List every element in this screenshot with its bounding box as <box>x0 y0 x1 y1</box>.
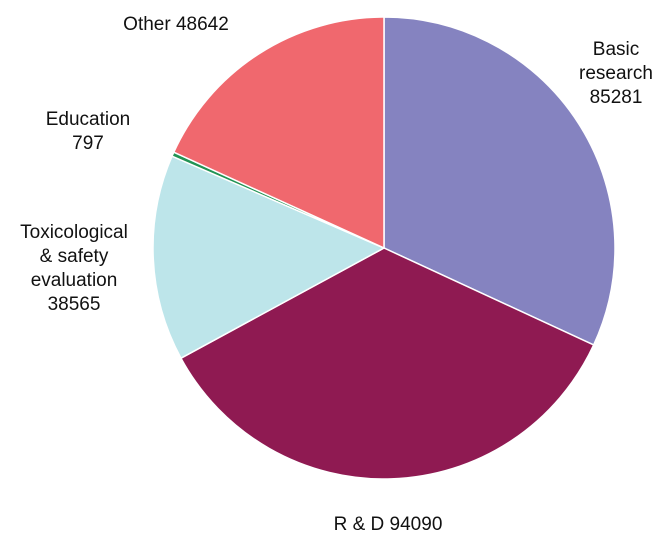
pie-slice-r-d <box>179 247 595 480</box>
slice-label-line: Basic <box>593 39 639 60</box>
slice-label-line: Other 48642 <box>123 14 229 35</box>
slice-label-r-d: R & D 94090 <box>334 514 443 535</box>
slice-label-line: & safety <box>40 246 109 267</box>
slice-label-line: R & D 94090 <box>334 514 443 535</box>
slice-label-line: 797 <box>72 133 104 154</box>
pie-slice-toxicological-safety-evaluation <box>152 155 386 360</box>
slice-label-line: Toxicological <box>20 222 128 243</box>
slice-label-toxicological-safety-evaluation: Toxicological & safety evaluation 38565 <box>20 222 128 315</box>
pie-slice-other <box>172 16 385 250</box>
slice-label-line: research <box>579 63 653 84</box>
slice-label-line: evaluation <box>31 270 118 291</box>
pie-slice-basic-research <box>383 16 616 346</box>
slice-label-basic-research: Basic research 85281 <box>579 39 653 108</box>
slice-label-other: Other 48642 <box>123 14 229 35</box>
slice-label-line: 85281 <box>590 87 643 108</box>
slice-label-education: Education 797 <box>46 109 131 154</box>
slice-label-line: Education <box>46 109 131 130</box>
pie-labels: Basic research 85281 R & D 94090 Toxicologic… <box>20 14 653 535</box>
slice-label-line: 38565 <box>48 294 101 315</box>
pie-slices <box>152 16 616 480</box>
